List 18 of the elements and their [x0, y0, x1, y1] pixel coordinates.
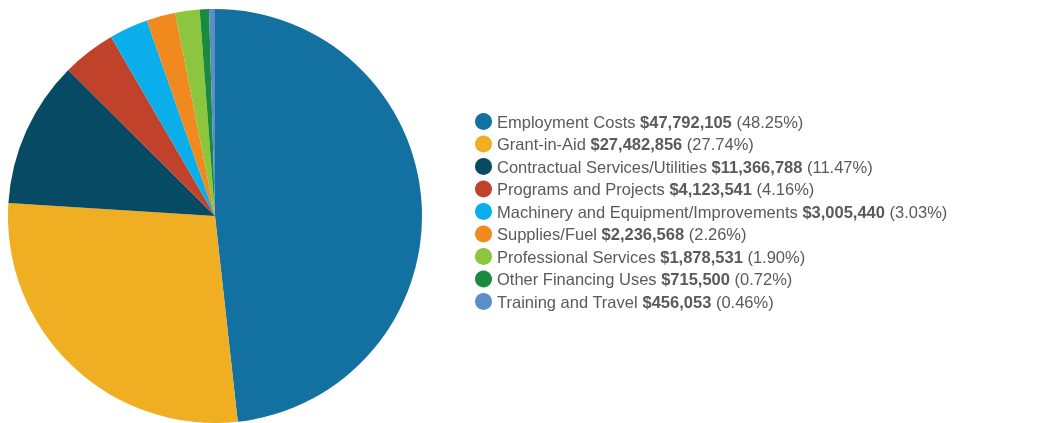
data-label: $2,236,568 (2.26%): [601, 225, 747, 243]
legend-label: Employment Costs: [497, 112, 636, 131]
data-label: $11,366,788 (11.47%): [711, 157, 873, 176]
data-label: $3,005,440 (3.03%): [802, 202, 948, 221]
legend-label: Machinery and Equipment/Improvements: [497, 202, 798, 221]
data-label: $456,053 (0.46%): [642, 292, 774, 311]
data-label: $1,878,531 (1.90%): [660, 247, 806, 266]
data-label: $27,482,856 (27.74%): [590, 135, 754, 153]
legend-label: Professional Services: [497, 247, 656, 266]
legend-label: Contractual Services/Utilities: [497, 157, 707, 176]
data-label: $47,792,105 (48.25%): [640, 112, 804, 131]
legend-label: Programs and Projects: [497, 180, 665, 198]
legend-label: Training and Travel: [497, 292, 638, 311]
data-label: $4,123,541 (4.16%): [669, 180, 815, 198]
legend-label: Other Financing Uses: [497, 270, 657, 288]
legend-label: Supplies/Fuel: [497, 225, 597, 243]
legend-label: Grant-in-Aid: [497, 135, 586, 153]
data-label: $715,500 (0.72%): [661, 270, 793, 288]
